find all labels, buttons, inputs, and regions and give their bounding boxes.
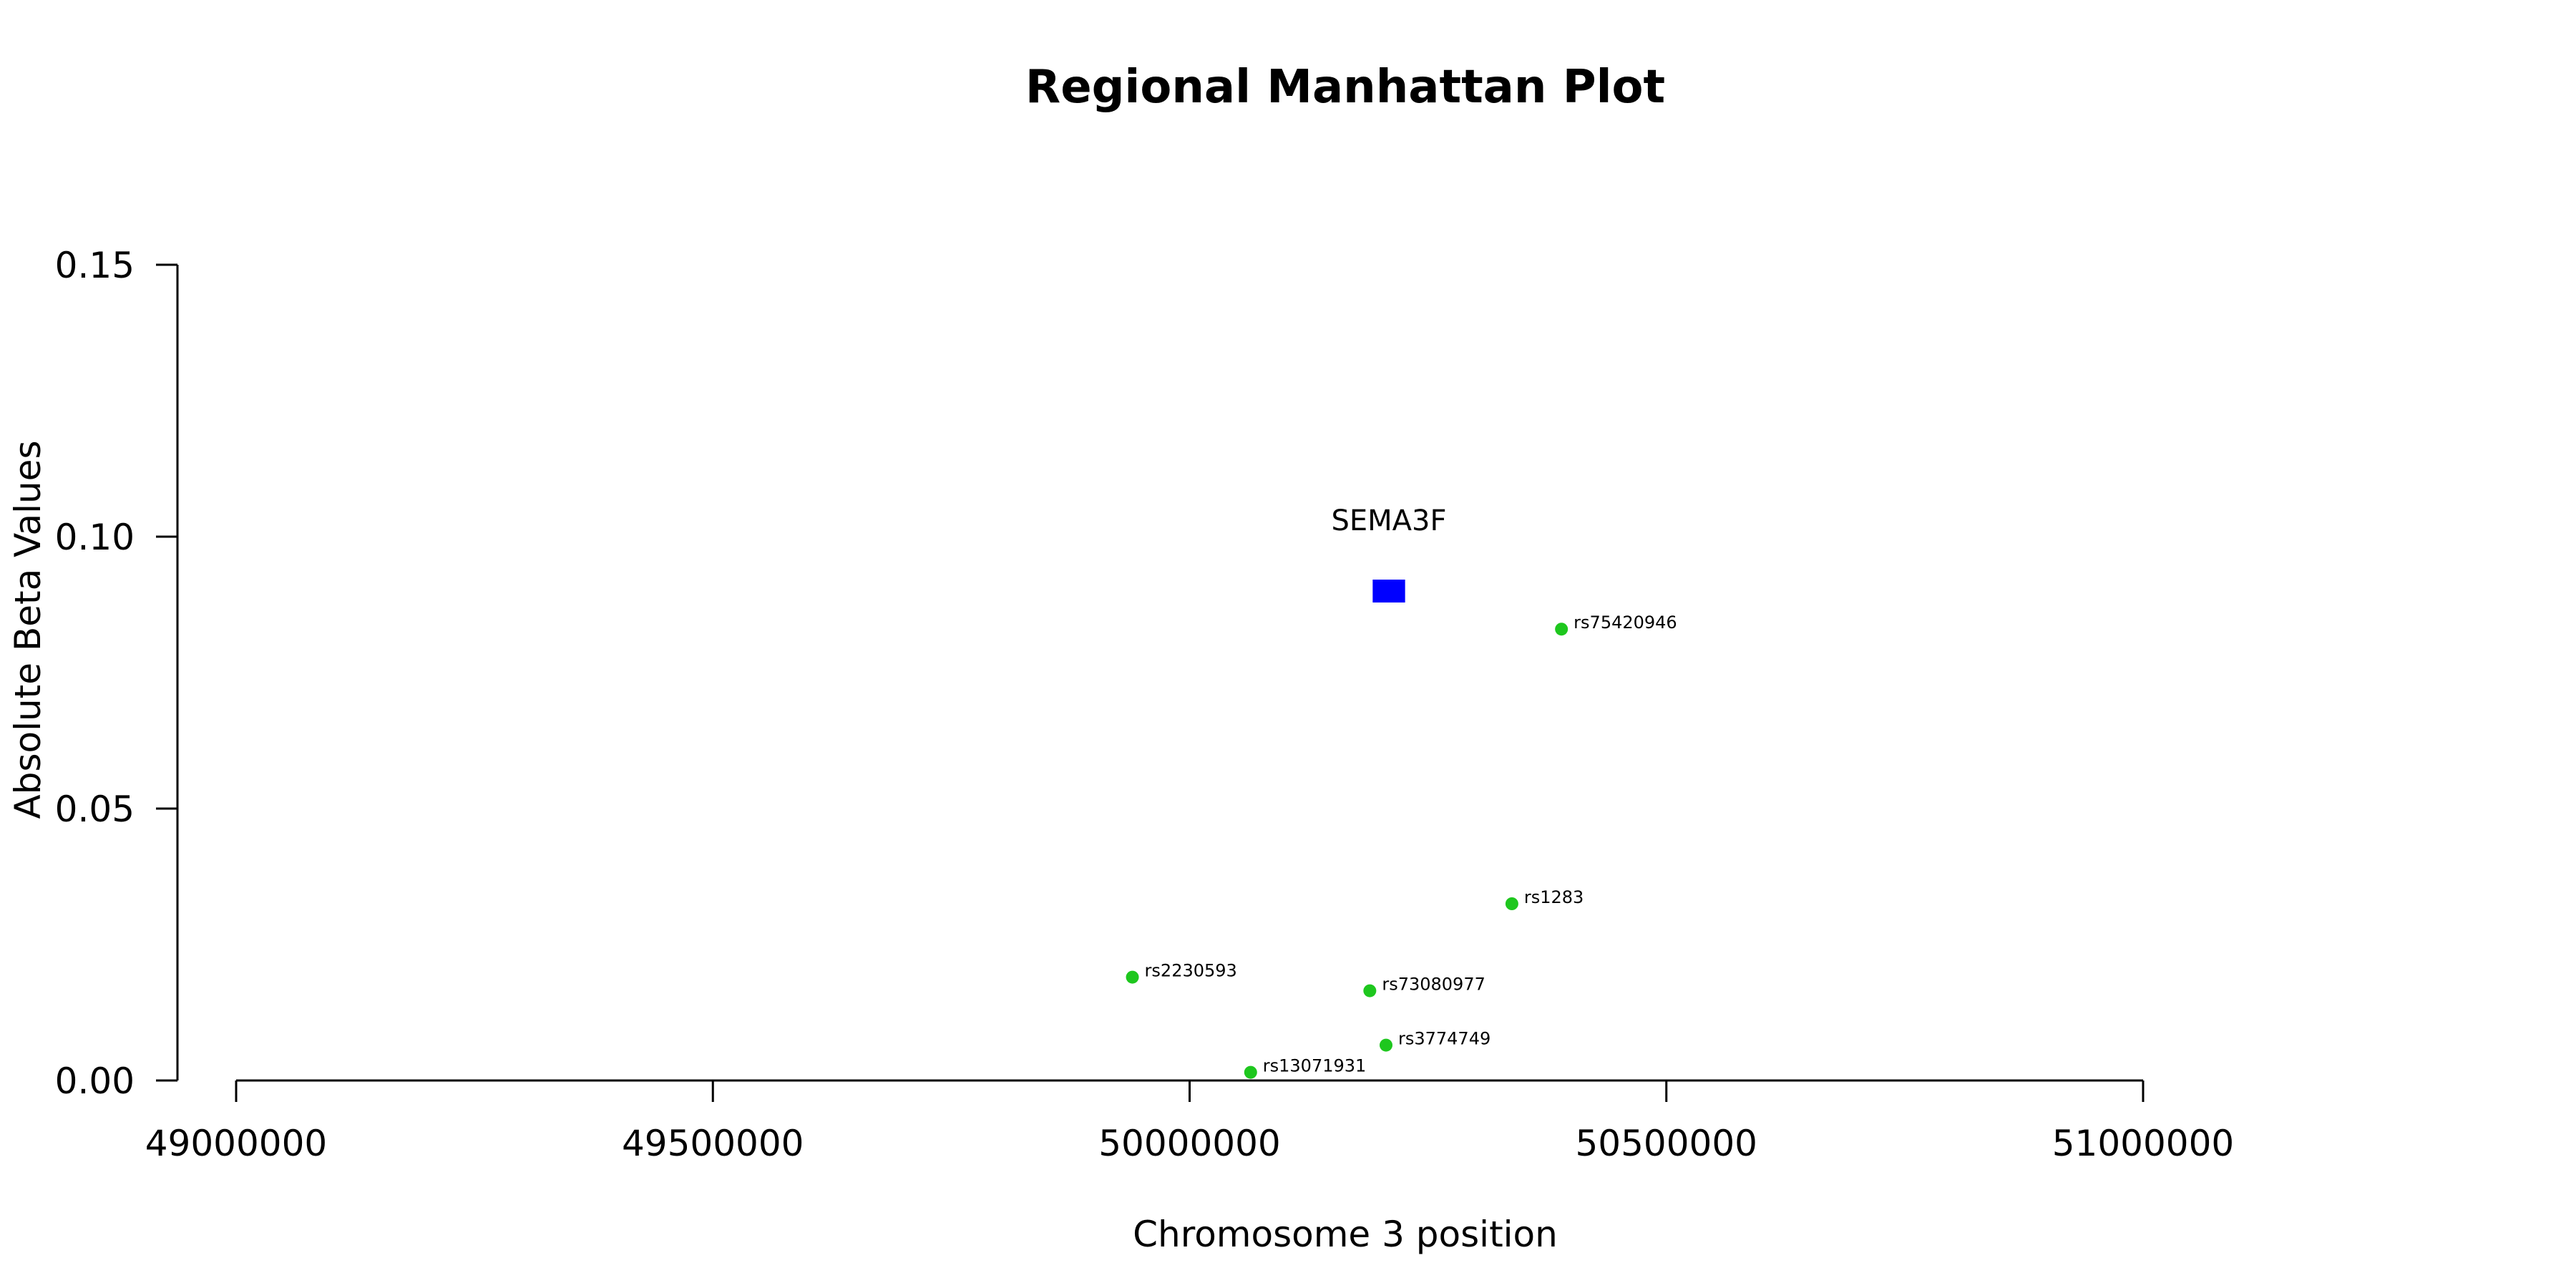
y-tick-label: 0.10 <box>55 517 135 558</box>
gene-label: SEMA3F <box>1331 504 1446 537</box>
gene-box <box>1372 580 1405 602</box>
y-tick-label: 0.05 <box>55 789 135 830</box>
snp-point <box>1244 1065 1257 1079</box>
x-axis: 49000000 49500000 50000000 50500000 51000000 <box>145 1079 2235 1164</box>
snp-point <box>1555 623 1568 636</box>
snp-label: rs13071931 <box>1263 1056 1367 1076</box>
snp-point <box>1363 984 1377 997</box>
x-tick-label: 49500000 <box>622 1123 804 1164</box>
snp-points-layer: rs75420946 rs1283 rs2230593 rs73080977 rs377… <box>1126 613 1677 1079</box>
snp-label: rs2230593 <box>1145 961 1237 981</box>
x-tick-label: 50000000 <box>1098 1123 1281 1164</box>
y-axis: 0.00 0.05 0.10 0.15 <box>55 245 179 1102</box>
x-tick-label: 50500000 <box>1576 1123 1758 1164</box>
chart-title: Regional Manhattan Plot <box>1025 61 1665 114</box>
snp-label: rs1283 <box>1524 887 1584 907</box>
x-tick-label: 49000000 <box>145 1123 328 1164</box>
snp-point <box>1505 897 1518 910</box>
y-tick-label: 0.15 <box>55 245 135 286</box>
snp-point <box>1379 1038 1392 1052</box>
snp-label: rs73080977 <box>1382 975 1485 995</box>
x-tick-label: 51000000 <box>2052 1123 2235 1164</box>
snp-label: rs75420946 <box>1574 613 1677 633</box>
y-axis-label: Absolute Beta Values <box>7 441 49 819</box>
gene-layer: SEMA3F <box>1331 504 1446 602</box>
x-axis-label: Chromosome 3 position <box>1133 1214 1558 1255</box>
y-tick-label: 0.00 <box>55 1060 135 1102</box>
snp-point <box>1126 970 1139 984</box>
snp-label: rs3774749 <box>1398 1029 1491 1049</box>
